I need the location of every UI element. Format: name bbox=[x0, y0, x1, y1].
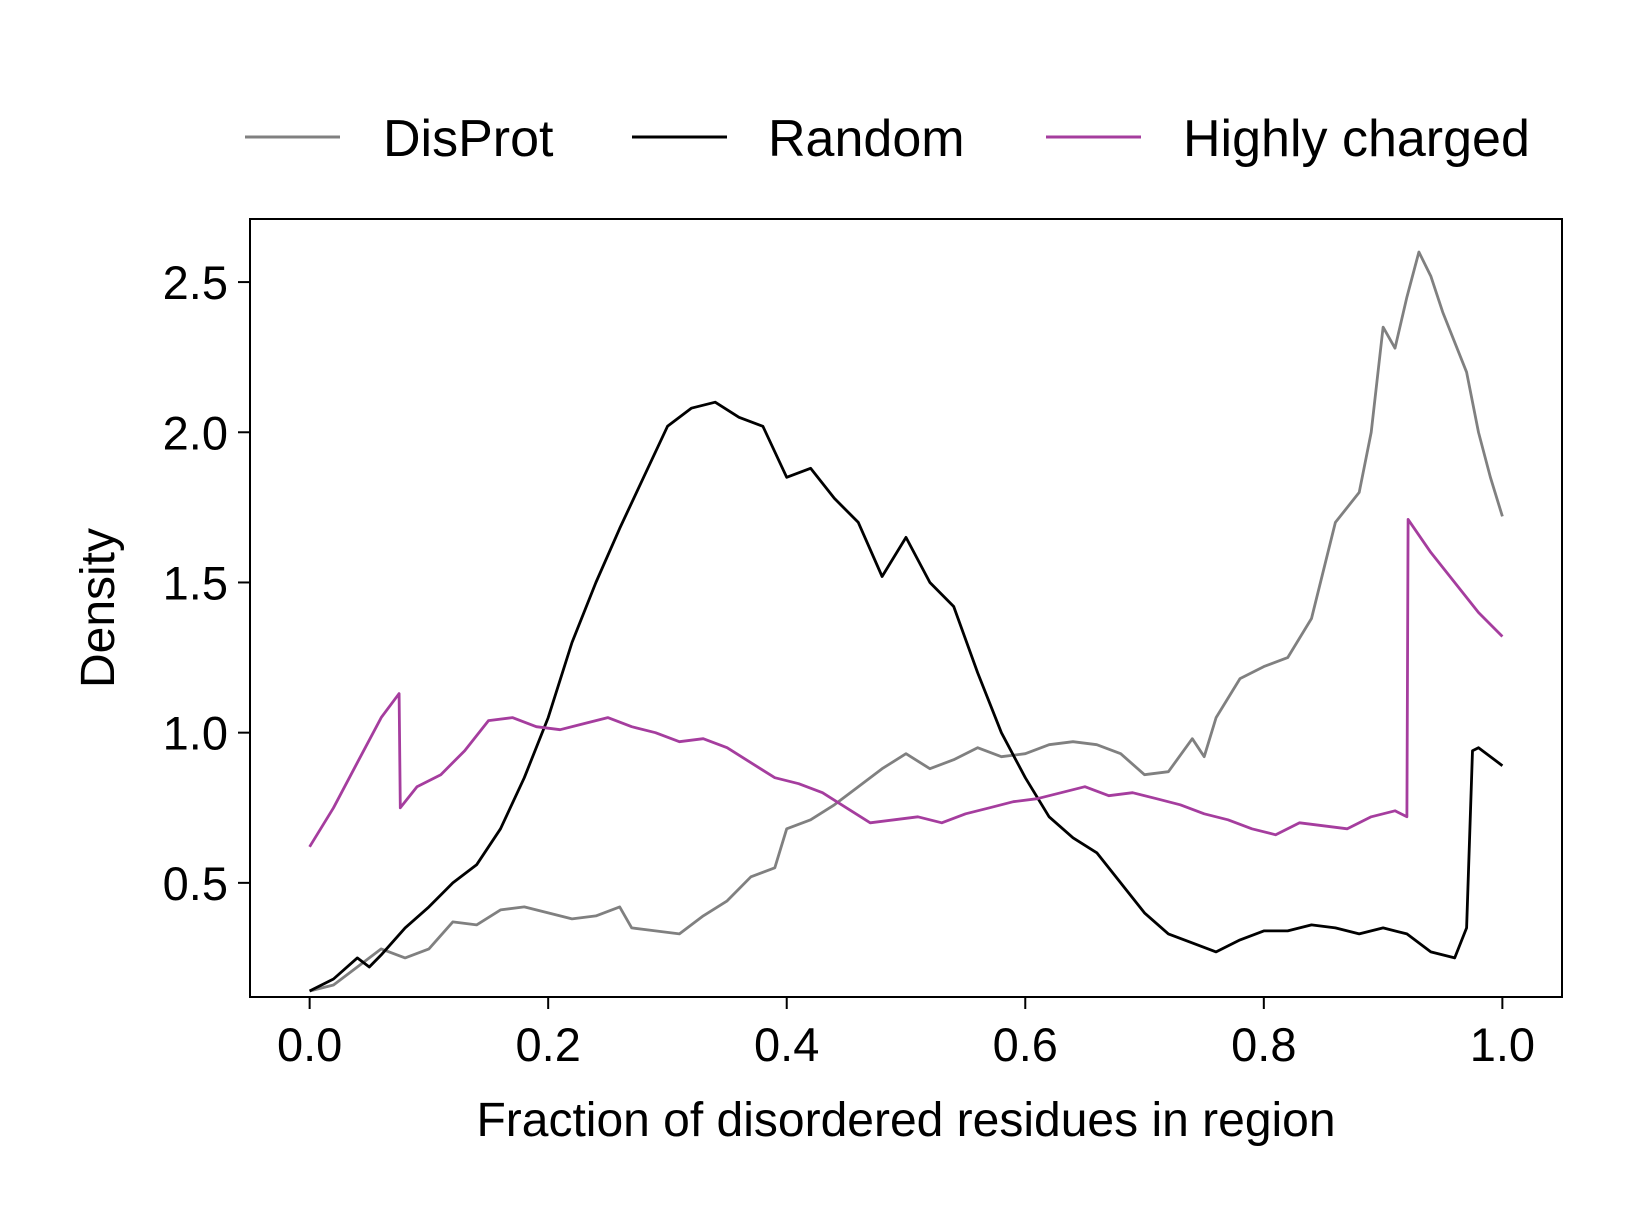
legend-label-highly-charged: Highly charged bbox=[1183, 110, 1530, 168]
series-line-disprot bbox=[309, 250, 1504, 993]
y-axis-label: Density bbox=[72, 528, 125, 688]
legend-label-disprot: DisProt bbox=[383, 110, 554, 168]
y-tick-label: 2.5 bbox=[163, 256, 228, 309]
y-tick-label: 0.5 bbox=[163, 857, 228, 910]
plot-frame bbox=[249, 218, 1563, 998]
series-layer bbox=[308, 250, 1504, 993]
legend-label-random: Random bbox=[768, 110, 965, 168]
y-tick-label: 1.5 bbox=[163, 556, 228, 609]
y-tick-label: 2.0 bbox=[163, 406, 228, 459]
y-tick-label: 1.0 bbox=[163, 707, 228, 760]
series-line-highly-charged bbox=[308, 518, 1504, 848]
x-tick-label: 0.2 bbox=[516, 1018, 581, 1071]
series-line-random bbox=[308, 400, 1504, 993]
x-tick-label: 1.0 bbox=[1470, 1018, 1535, 1071]
x-tick-label: 0.6 bbox=[993, 1018, 1058, 1071]
x-tick-label: 0.4 bbox=[754, 1018, 819, 1071]
x-axis-ticks: 0.0 0.2 0.4 0.6 0.8 1.0 bbox=[277, 997, 1535, 1071]
y-axis-ticks: 0.5 1.0 1.5 2.0 2.5 bbox=[163, 256, 250, 910]
legend: DisProt Random Highly charged bbox=[245, 110, 1530, 168]
x-tick-label: 0.0 bbox=[277, 1018, 342, 1071]
x-axis-label: Fraction of disordered residues in regio… bbox=[476, 1094, 1335, 1147]
x-tick-label: 0.8 bbox=[1231, 1018, 1296, 1071]
